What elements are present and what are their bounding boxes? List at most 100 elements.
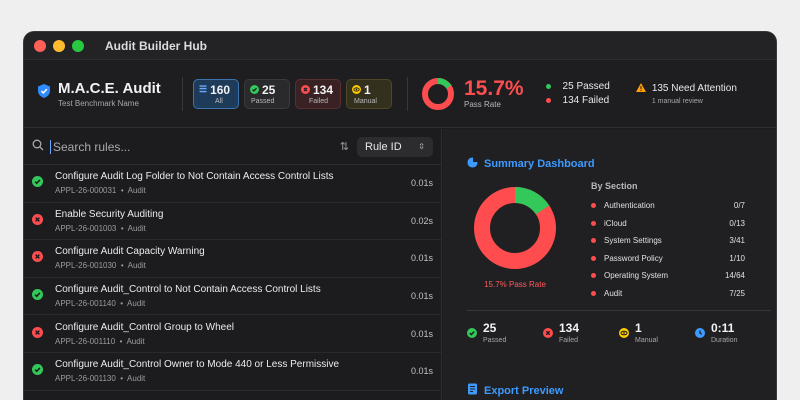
export-preview-title: Export Preview [484, 385, 564, 397]
x-circle-icon [32, 325, 43, 343]
rule-title: Configure Audit Log Folder to Not Contai… [55, 171, 334, 183]
benchmark-name: M.A.C.E. Audit [58, 79, 161, 97]
rule-meta: APPL-26-001110 • Audit [55, 337, 411, 346]
rule-row[interactable]: Configure Audit_Control Owner to Mode 44… [24, 353, 441, 391]
total-label: Passed [483, 337, 507, 344]
total-stat: 25 Passed [467, 322, 543, 344]
rules-list: Configure Audit Log Folder to Not Contai… [24, 165, 441, 391]
attention-summary: 135 Need Attention 1 manual review [635, 82, 737, 105]
section-row[interactable]: Authentication 0/7 [591, 197, 745, 215]
rule-meta: APPL-26-001130 • Audit [55, 374, 411, 383]
total-stat: 134 Failed [543, 322, 619, 344]
total-stat: 1 Manual [619, 322, 695, 344]
totals-row: 25 Passed 134 Failed 1 Manual 0:11 Duration [467, 322, 771, 344]
app-window: Audit Builder Hub M.A.C.E. Audit Test Be… [24, 32, 776, 400]
minimize-window-button[interactable] [53, 39, 65, 52]
pass-rate-ring [422, 77, 454, 110]
pass-rate-ring-fill [422, 77, 454, 110]
rule-id: APPL-26-000031 [55, 186, 117, 196]
window-title: Audit Builder Hub [105, 38, 207, 53]
rule-id: APPL-26-001130 [55, 374, 116, 384]
filter-failed-button[interactable]: 134 Failed [295, 78, 341, 109]
section-score: 14/64 [724, 271, 745, 281]
manual-count: 1 [364, 82, 371, 97]
section-row[interactable]: iCloud 0/13 [591, 215, 745, 233]
failed-count-text: 134 Failed [562, 94, 610, 106]
rule-duration: 0.01s [410, 291, 433, 302]
close-window-button[interactable] [34, 39, 46, 52]
pass-rate-donut-fill [474, 187, 556, 269]
rule-duration: 0.01s [410, 328, 433, 339]
shield-check-icon [38, 84, 50, 103]
list-icon: ☰ [199, 84, 208, 94]
total-label: Duration [711, 337, 738, 344]
manual-label: Manual [354, 97, 377, 105]
section-score: 3/41 [729, 236, 745, 246]
benchmark-header: M.A.C.E. Audit Test Benchmark Name ☰ 160 … [24, 60, 776, 128]
manual-review-text: 1 manual review [651, 97, 703, 105]
failed-dot-icon [591, 238, 596, 244]
failed-count: 134 [313, 82, 334, 97]
passed-label: Passed [251, 97, 275, 105]
summary-dashboard: 15.7% Pass Rate By Section Authenticatio… [467, 181, 776, 303]
rule-duration: 0.01s [410, 178, 433, 189]
title-bar: Audit Builder Hub [24, 32, 776, 60]
separator-dot: • [115, 374, 128, 384]
failed-dot-icon [591, 220, 596, 226]
rule-id: APPL-26-001110 [55, 336, 116, 346]
rule-duration: 0.02s [410, 215, 433, 226]
search-input[interactable] [50, 139, 340, 154]
sort-arrows-icon[interactable]: ⇅ [339, 141, 349, 153]
search-icon [32, 138, 44, 156]
section-row[interactable]: Password Policy 1/10 [591, 250, 745, 268]
rule-category: Audit [127, 261, 146, 271]
rule-duration: 0.01s [410, 366, 433, 377]
total-value: 134 [559, 321, 580, 335]
pass-rate-value: 15.7% [464, 77, 524, 100]
section-row[interactable]: Audit 7/25 [591, 285, 745, 303]
benchmark-brand: M.A.C.E. Audit Test Benchmark Name [38, 80, 172, 108]
failed-dot-icon [591, 290, 596, 296]
pie-chart-icon [467, 155, 479, 173]
rule-meta: APPL-26-001030 • Audit [55, 261, 411, 270]
total-label: Manual [635, 337, 658, 344]
rule-title: Configure Audit_Control to Not Contain A… [55, 284, 321, 296]
rule-row[interactable]: Configure Audit_Control Group to Wheel AP… [24, 315, 441, 353]
rule-row[interactable]: Configure Audit Log Folder to Not Contai… [24, 165, 441, 203]
pass-fail-counts: 25 Passed 134 Failed [545, 80, 610, 108]
rule-row[interactable]: Enable Security Auditing APPL-26-001003 •… [24, 203, 441, 241]
failed-dot-icon [591, 273, 596, 279]
x-circle-icon [301, 83, 310, 97]
rule-row[interactable]: Configure Audit_Control to Not Contain A… [24, 278, 441, 316]
section-row[interactable]: Operating System 14/64 [591, 267, 745, 285]
donut-caption: 15.7% Pass Rate [484, 280, 546, 289]
search-bar: ⇅ Rule ID ⇳ [24, 129, 441, 165]
section-score: 7/25 [729, 288, 745, 298]
passed-dot-icon [545, 84, 551, 89]
sort-select[interactable]: Rule ID ⇳ [357, 136, 433, 157]
filter-all-button[interactable]: ☰ 160 All [193, 78, 239, 109]
x-circle-icon [32, 212, 43, 230]
summary-dashboard-header: Summary Dashboard [467, 155, 776, 173]
all-label: All [215, 97, 223, 105]
separator-dot: • [115, 299, 128, 309]
section-name: iCloud [604, 218, 627, 228]
failed-label: Failed [309, 97, 329, 105]
filter-passed-button[interactable]: 25 Passed [244, 78, 290, 109]
rule-id: APPL-26-001140 [55, 299, 116, 309]
total-value: 0:11 [711, 321, 735, 335]
warning-triangle-icon [635, 82, 646, 95]
rule-title: Configure Audit_Control Group to Wheel [55, 321, 234, 333]
divider [467, 310, 771, 311]
export-preview-header[interactable]: Export Preview [467, 382, 776, 400]
rule-row[interactable]: Configure Audit Capacity Warning APPL-26-… [24, 240, 441, 278]
zoom-window-button[interactable] [72, 39, 84, 52]
rules-panel: ⇅ Rule ID ⇳ Configure Audit Log Folder t… [24, 129, 442, 400]
filter-manual-button[interactable]: 1 Manual [346, 78, 392, 109]
section-row[interactable]: System Settings 3/41 [591, 232, 745, 250]
rule-category: Audit [127, 299, 146, 309]
section-name: System Settings [604, 236, 662, 246]
section-name: Authentication [604, 201, 655, 211]
failed-dot-icon [591, 203, 596, 209]
check-circle-icon [32, 174, 43, 192]
